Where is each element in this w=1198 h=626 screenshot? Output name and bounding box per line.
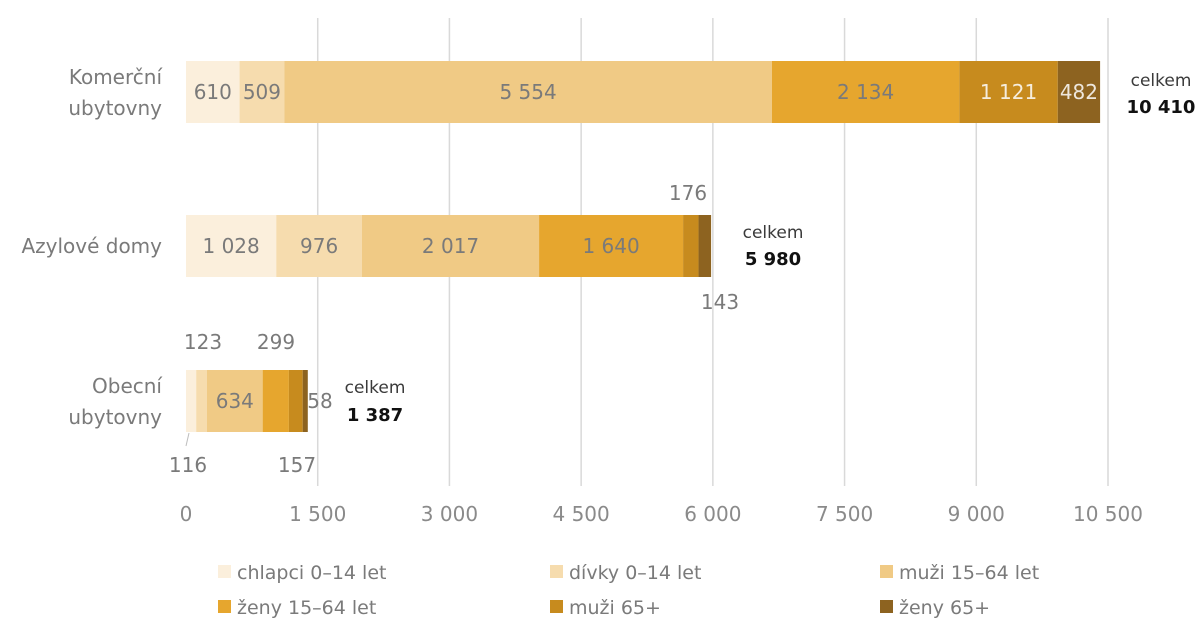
legend-swatch <box>880 600 893 613</box>
data-label: 610 <box>194 80 232 104</box>
bar-segment <box>302 370 308 432</box>
category-labels: Komerční ubytovny Azylové domy Obecní ubytov… <box>21 65 163 429</box>
x-tick-label: 10 500 <box>1073 502 1143 526</box>
data-label: 299 <box>257 330 295 354</box>
legend-label: chlapci 0–14 let <box>237 562 386 584</box>
data-label: 123 <box>184 330 222 354</box>
category-label: Komerční <box>69 65 164 89</box>
total-value: 5 980 <box>745 249 801 270</box>
legend: chlapci 0–14 let dívky 0–14 let muži 15–64… <box>218 562 1039 619</box>
legend-label: dívky 0–14 let <box>569 562 701 584</box>
category-label: Obecní <box>92 374 163 398</box>
bar-segment <box>361 215 540 277</box>
x-tick-label: 4 500 <box>553 502 610 526</box>
legend-swatch <box>550 565 563 578</box>
category-label: Azylové domy <box>21 234 162 258</box>
data-label: 58 <box>307 389 332 413</box>
data-label: 634 <box>216 389 254 413</box>
data-label: 482 <box>1060 80 1098 104</box>
total-word: celkem <box>1131 71 1192 91</box>
legend-label: ženy 65+ <box>899 597 990 619</box>
legend-swatch <box>218 565 231 578</box>
data-label: 509 <box>243 80 281 104</box>
legend-label: ženy 15–64 let <box>237 597 376 619</box>
bar-segment <box>1057 61 1101 123</box>
total-value: 10 410 <box>1127 97 1196 118</box>
bar-segment <box>239 61 285 123</box>
data-label: 176 <box>669 181 707 205</box>
total-word: celkem <box>345 378 406 398</box>
bar-segment <box>771 61 960 123</box>
data-label: 5 554 <box>499 80 556 104</box>
bar-segment <box>698 215 712 277</box>
bar-segment <box>186 215 277 277</box>
x-tick-label: 6 000 <box>684 502 741 526</box>
bar-segment <box>683 215 699 277</box>
legend-swatch <box>218 600 231 613</box>
bar-segment <box>196 370 207 432</box>
category-label: ubytovny <box>68 96 162 120</box>
legend-label: muži 65+ <box>569 597 661 619</box>
data-label: 116 <box>169 453 207 477</box>
data-label: 1 121 <box>980 80 1037 104</box>
bar-segment <box>276 215 362 277</box>
bar-segment <box>959 61 1058 123</box>
data-label: 1 640 <box>582 234 639 258</box>
legend-swatch <box>550 600 563 613</box>
data-label: 2 134 <box>837 80 894 104</box>
total-value: 1 387 <box>347 405 403 426</box>
data-label: 143 <box>701 290 739 314</box>
data-label: 2 017 <box>422 234 479 258</box>
legend-label: muži 15–64 let <box>899 562 1039 584</box>
bar-segment <box>284 61 772 123</box>
total-word: celkem <box>743 223 804 243</box>
leader-line <box>185 432 190 447</box>
x-tick-label: 7 500 <box>816 502 873 526</box>
data-labels: 610 1 028 116 509 976 123 5 554 2 017 634 2 134 1 … <box>169 80 1098 477</box>
category-label: ubytovny <box>68 405 162 429</box>
x-axis-ticks: 0 1 500 3 000 4 500 6 000 7 500 9 000 10 500 <box>180 502 1143 526</box>
bar-segment <box>186 370 197 432</box>
bar-segment <box>539 215 684 277</box>
data-label: 976 <box>300 234 338 258</box>
x-tick-label: 1 500 <box>289 502 346 526</box>
x-tick-label: 3 000 <box>421 502 478 526</box>
x-tick-label: 9 000 <box>948 502 1005 526</box>
data-label: 157 <box>278 453 316 477</box>
x-tick-label: 0 <box>180 502 193 526</box>
bar-segment <box>262 370 289 432</box>
totals: celkem 10 410 celkem 5 980 celkem 1 387 <box>345 71 1196 426</box>
bar-segment <box>288 370 303 432</box>
bar-segment <box>206 370 263 432</box>
legend-swatch <box>880 565 893 578</box>
data-label: 1 028 <box>203 234 260 258</box>
bars <box>186 61 1101 432</box>
bar-segment <box>186 61 240 123</box>
